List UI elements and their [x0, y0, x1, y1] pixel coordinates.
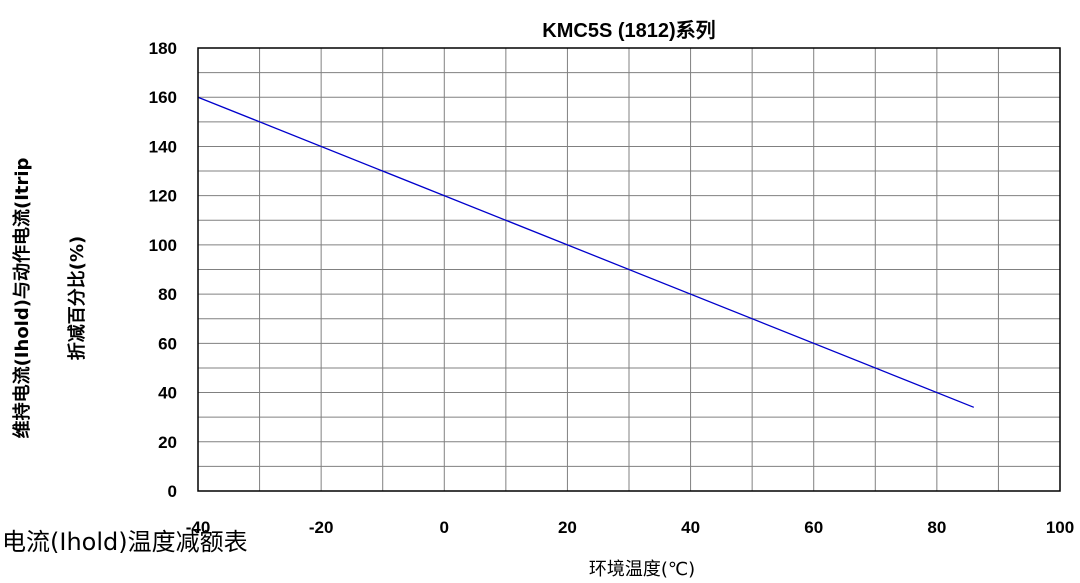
y-tick-label: 180	[149, 39, 177, 58]
y-tick-labels: 0 20 40 60 80 100 120 140 160 180	[149, 39, 177, 501]
x-tick-label: 60	[804, 518, 823, 537]
y-axis-label-line2: 折减百分比(%)	[66, 236, 88, 361]
x-tick-label: 40	[681, 518, 700, 537]
x-tick-label: 80	[927, 518, 946, 537]
y-tick-label: 60	[158, 334, 177, 353]
y-axis-label-line1: 维持电流(Ihold)与动作电流(Itrip	[11, 157, 33, 438]
plot-frame	[197, 47, 1061, 492]
y-tick-label: 100	[149, 236, 177, 255]
y-tick-label: 140	[149, 137, 177, 156]
y-tick-label: 160	[149, 88, 177, 107]
y-tick-label: 0	[168, 482, 177, 501]
series-line	[197, 96, 975, 408]
y-tick-label: 40	[158, 384, 177, 403]
x-axis-label: 环境温度(℃)	[589, 559, 695, 580]
x-tick-labels: -40 -20 0 20 40 60 80 100	[186, 518, 1074, 537]
derating-table-caption: 电流(Ihold)温度减额表	[2, 528, 248, 556]
y-tick-label: 120	[149, 187, 177, 206]
x-tick-label: -20	[309, 518, 334, 537]
x-tick-label: -40	[186, 518, 211, 537]
chart-title: KMC5S (1812)系列	[542, 19, 715, 42]
y-tick-label: 20	[158, 433, 177, 452]
x-tick-label: 20	[558, 518, 577, 537]
y-tick-label: 80	[158, 285, 177, 304]
x-tick-label: 100	[1046, 518, 1074, 537]
x-tick-label: 0	[440, 518, 449, 537]
series	[197, 96, 975, 408]
